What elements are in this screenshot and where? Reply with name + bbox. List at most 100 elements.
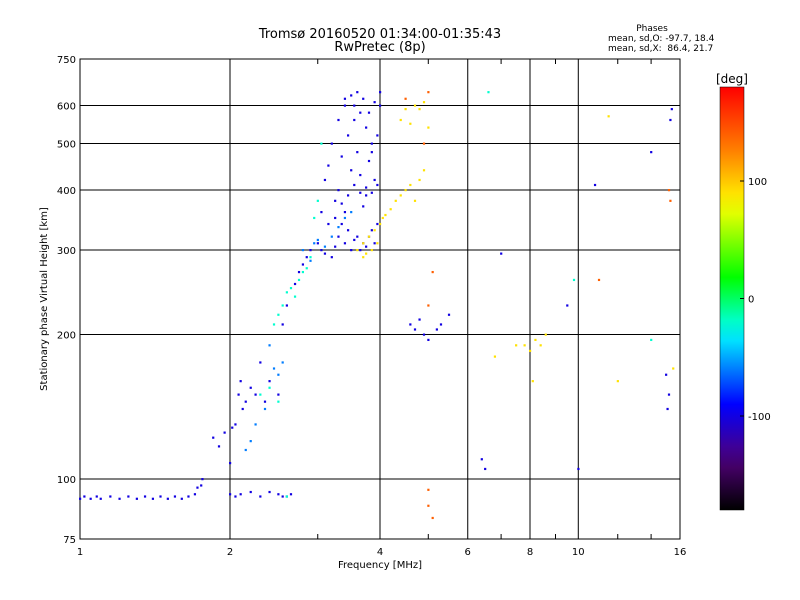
data-point <box>241 407 244 411</box>
data-point <box>427 304 430 307</box>
data-point <box>431 270 434 274</box>
x-tick-label: 2 <box>227 547 233 558</box>
data-point <box>439 323 443 326</box>
y-tick-label: 100 <box>57 475 76 486</box>
x-tick-label: 4 <box>377 547 383 558</box>
data-point <box>118 497 121 500</box>
data-point <box>577 467 580 471</box>
data-point <box>309 256 312 259</box>
data-point <box>356 151 359 154</box>
data-point <box>544 333 547 336</box>
data-point <box>669 118 672 122</box>
data-point <box>650 338 653 342</box>
data-point <box>350 211 353 214</box>
data-point <box>268 490 271 494</box>
data-point <box>667 393 671 396</box>
data-point <box>89 497 92 500</box>
x-tick-label: 10 <box>572 547 585 558</box>
data-point <box>200 484 203 487</box>
data-point <box>334 216 337 220</box>
data-point <box>301 263 305 266</box>
data-point <box>289 287 293 290</box>
data-point <box>413 199 417 202</box>
data-point <box>413 104 417 107</box>
data-point <box>666 407 669 411</box>
data-point <box>217 445 221 448</box>
data-point <box>337 235 340 238</box>
data-point <box>173 495 177 498</box>
data-point <box>515 344 518 347</box>
data-point <box>272 367 276 370</box>
data-point <box>422 169 426 172</box>
data-point <box>309 259 312 262</box>
data-point <box>277 313 280 316</box>
data-point <box>143 495 147 498</box>
data-point <box>566 304 569 307</box>
data-point <box>330 235 333 238</box>
data-point <box>422 333 426 336</box>
data-point <box>376 134 379 137</box>
data-point <box>263 407 267 411</box>
data-point <box>180 497 183 500</box>
data-point <box>244 400 247 403</box>
data-point <box>193 493 197 496</box>
y-tick-label: 750 <box>57 55 76 66</box>
data-point <box>353 183 356 187</box>
data-point <box>523 344 526 347</box>
data-point <box>359 191 362 194</box>
data-point <box>365 186 368 189</box>
data-point <box>201 478 204 481</box>
data-point <box>316 242 319 245</box>
data-point <box>370 191 373 194</box>
data-point <box>305 267 308 270</box>
data-point <box>409 323 412 326</box>
data-point <box>607 115 610 118</box>
data-point <box>277 493 280 496</box>
data-point <box>343 104 347 107</box>
data-point <box>350 169 353 172</box>
data-point <box>500 252 503 255</box>
data-point <box>427 504 430 507</box>
chart-subtitle: RwPretec (8p) <box>334 40 426 55</box>
data-point <box>297 278 301 282</box>
data-point <box>254 393 257 396</box>
data-point <box>353 118 356 122</box>
data-point <box>350 249 353 252</box>
data-point <box>223 431 226 434</box>
y-tick-label: 75 <box>63 535 76 546</box>
data-point <box>376 183 379 187</box>
data-point <box>249 440 252 443</box>
data-point <box>285 495 288 498</box>
data-point <box>379 91 382 94</box>
data-point <box>365 126 368 129</box>
data-point <box>376 242 379 245</box>
data-point <box>337 189 340 192</box>
data-point <box>334 199 337 202</box>
data-point <box>572 278 576 282</box>
data-point <box>422 142 426 145</box>
data-point <box>487 91 490 94</box>
data-point <box>370 249 373 252</box>
data-point <box>346 194 350 197</box>
chart-title: Tromsø 20160520 01:34:00-01:35:43 <box>258 27 502 42</box>
data-point <box>249 490 252 494</box>
data-point <box>422 101 426 104</box>
data-point <box>493 355 497 358</box>
data-point <box>359 249 362 252</box>
data-point <box>427 126 430 129</box>
data-point <box>234 423 237 426</box>
data-point <box>370 151 373 154</box>
data-point <box>373 101 376 104</box>
data-point <box>320 249 323 252</box>
data-point <box>427 91 430 94</box>
data-point <box>667 189 671 192</box>
data-point <box>237 393 240 396</box>
data-point <box>343 216 347 220</box>
plot-frame <box>79 58 681 540</box>
data-point <box>259 393 262 396</box>
data-point <box>83 495 86 498</box>
data-point <box>313 216 316 220</box>
data-point <box>229 461 232 465</box>
data-point <box>259 361 262 364</box>
data-point <box>389 208 392 211</box>
